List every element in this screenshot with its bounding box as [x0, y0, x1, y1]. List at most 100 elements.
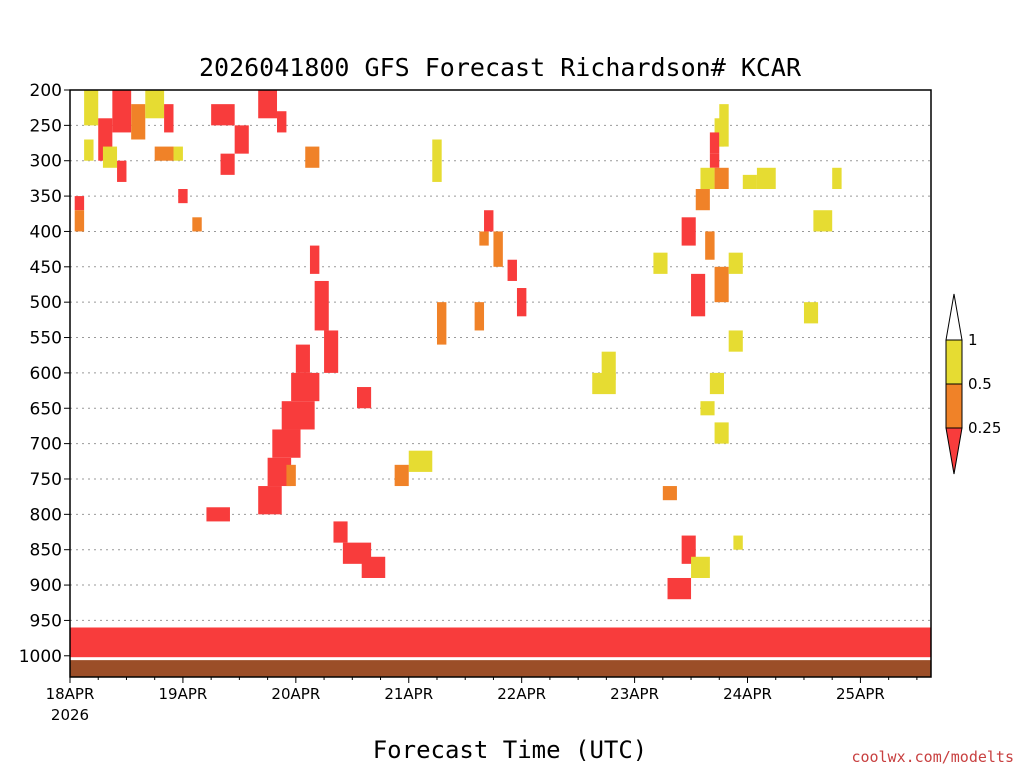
ri-cell	[277, 111, 287, 133]
ri-cell	[145, 90, 165, 119]
ri-cell	[728, 252, 743, 274]
y-tick-label: 600	[30, 364, 62, 384]
ri-cell	[436, 302, 447, 345]
ri-cell	[112, 90, 132, 133]
y-tick-label: 950	[30, 611, 62, 631]
ri-cell	[357, 387, 372, 409]
ri-cell	[667, 577, 692, 600]
ri-cell	[714, 422, 729, 444]
ri-cell	[272, 429, 301, 458]
ri-cell	[700, 401, 715, 416]
x-tick-label: 18APR	[46, 685, 95, 703]
ri-cell	[206, 507, 230, 522]
y-tick-label: 400	[30, 222, 62, 242]
y-tick-label: 800	[30, 505, 62, 525]
legend-bottom-triangle	[945, 427, 963, 475]
ri-cell	[705, 231, 715, 260]
ri-cell	[258, 90, 278, 119]
ri-cell	[474, 302, 485, 331]
data-cells	[70, 90, 931, 658]
ri-cell	[601, 351, 616, 380]
x-tick-label: 20APR	[271, 685, 320, 703]
ri-cell	[742, 174, 757, 190]
credit-text: coolwx.com/modelts	[851, 748, 1014, 766]
ri-cell	[291, 372, 320, 402]
x-tick-label: 19APR	[159, 685, 208, 703]
x-tick-label: 23APR	[610, 685, 659, 703]
ri-cell	[479, 231, 489, 246]
y-tick-label: 500	[30, 293, 62, 313]
ri-cell	[408, 450, 433, 472]
ri-cell	[714, 266, 729, 303]
ri-cell	[709, 372, 724, 395]
y-tick-label: 200	[30, 81, 62, 101]
y-tick-label: 750	[30, 470, 62, 490]
y-tick-label: 450	[30, 258, 62, 278]
ri-cell	[84, 90, 99, 126]
ri-cell	[719, 104, 729, 147]
y-axis: 200 250 300 350 400 450 500 550 600 650 700 750 800 8…	[19, 81, 70, 667]
ri-cell	[333, 521, 348, 543]
ri-cell	[309, 245, 320, 274]
ri-cell	[286, 464, 296, 487]
ri-cell	[70, 627, 931, 658]
legend-bin-orange	[945, 383, 963, 429]
ri-cell	[164, 104, 174, 133]
ground-layer	[70, 658, 931, 677]
ri-cell	[832, 167, 842, 190]
colorbar-legend: 1 0.5 0.25	[945, 293, 1001, 475]
y-tick-label: 350	[30, 187, 62, 207]
ri-cell	[507, 259, 517, 281]
y-tick-label: 650	[30, 399, 62, 419]
ri-cell	[709, 153, 720, 168]
ri-cell	[211, 104, 235, 126]
ri-cell	[102, 146, 118, 168]
ri-cell	[813, 210, 833, 232]
ri-cell	[484, 210, 494, 232]
ri-cell	[662, 486, 677, 501]
ri-cell	[117, 160, 127, 182]
legend-top-triangle	[945, 293, 963, 341]
x-axis: 18APR 19APR 20APR 21APR 22APR 23APR 24APR 25APR	[46, 677, 918, 703]
legend-label-1: 1	[968, 331, 978, 349]
ri-cell	[84, 139, 94, 161]
y-tick-label: 550	[30, 329, 62, 349]
y-tick-label: 250	[30, 116, 62, 136]
ri-cell	[324, 330, 339, 373]
x-tick-label: 25APR	[836, 685, 885, 703]
y-tick-label: 1000	[19, 647, 62, 667]
ri-cell	[516, 288, 527, 317]
ri-cell	[281, 401, 315, 430]
x-tick-label: 22APR	[497, 685, 546, 703]
ri-cell	[178, 189, 188, 204]
ri-cell	[234, 125, 249, 154]
ri-cell	[131, 104, 146, 140]
ri-cell	[394, 464, 409, 487]
ri-cell	[258, 486, 282, 515]
ri-cell	[493, 231, 503, 267]
gridlines	[70, 124, 931, 621]
ri-cell	[361, 556, 386, 578]
x-axis-label: Forecast Time (UTC)	[373, 736, 648, 764]
ri-cell	[709, 132, 720, 154]
y-tick-label: 850	[30, 541, 62, 561]
chart-title: 2026041800 GFS Forecast Richardson# KCAR	[199, 53, 802, 82]
ri-cell	[154, 146, 174, 161]
ri-cell	[803, 302, 819, 324]
y-tick-label: 700	[30, 435, 62, 455]
ri-cell	[714, 167, 729, 190]
ri-cell	[432, 139, 442, 182]
ri-cell	[305, 146, 320, 168]
x-tick-label: 24APR	[723, 685, 772, 703]
ri-cell	[728, 330, 743, 352]
ri-cell	[173, 146, 183, 161]
ri-cell	[74, 210, 85, 232]
y-tick-label: 900	[30, 576, 62, 596]
ri-cell	[653, 252, 668, 274]
plot-frame	[69, 89, 932, 678]
ri-cell	[74, 196, 85, 211]
x-tick-year: 2026	[51, 706, 89, 724]
ri-cell	[700, 167, 715, 190]
ri-cell	[695, 189, 710, 211]
